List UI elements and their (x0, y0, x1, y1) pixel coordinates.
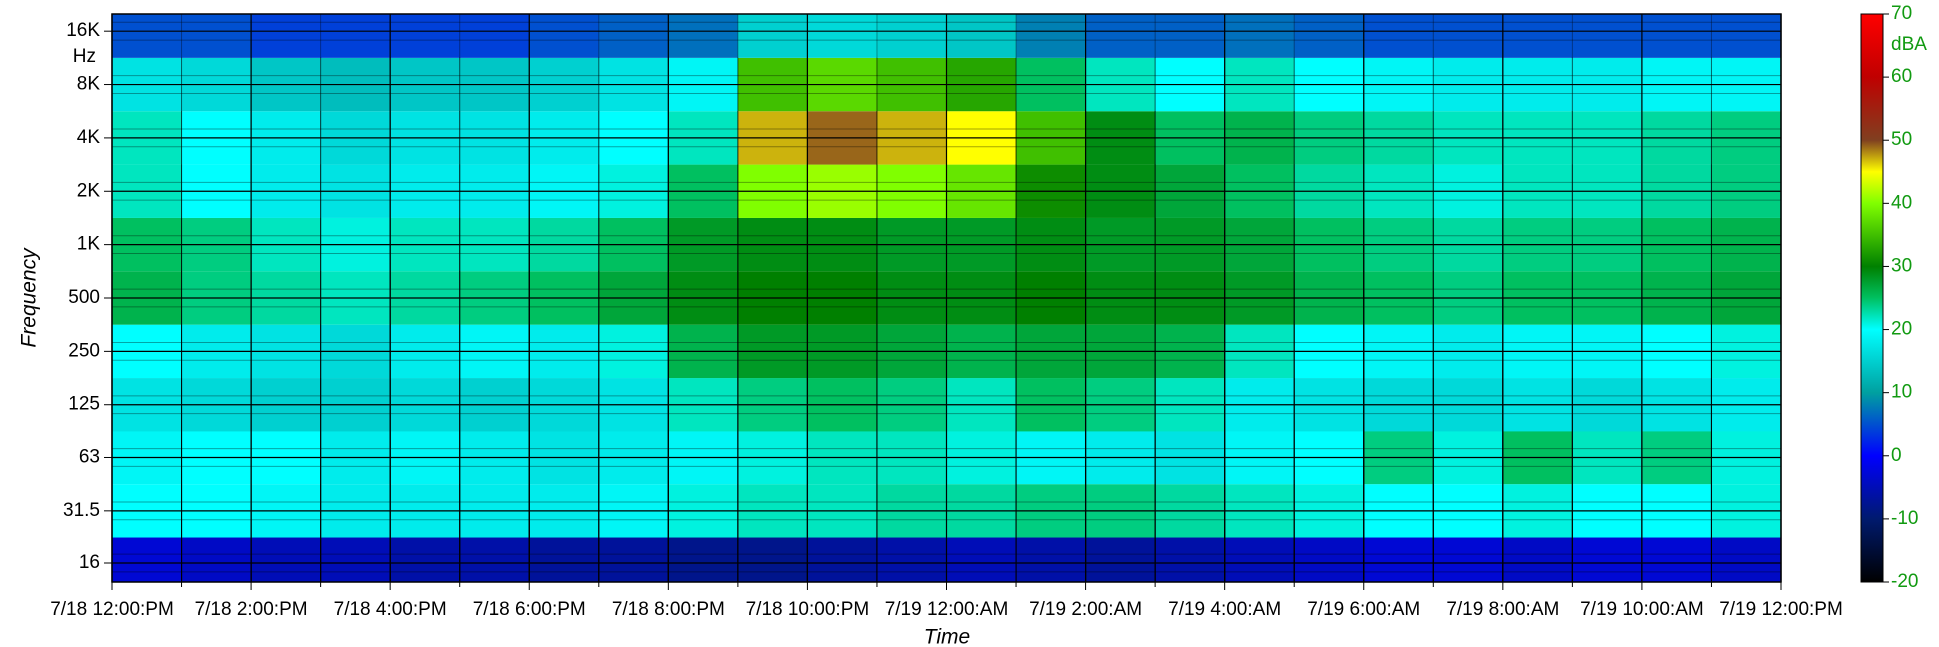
heat-cell (1224, 14, 1295, 58)
heat-cell (1433, 536, 1504, 582)
grid (104, 14, 1782, 590)
y-axis-title: Frequency (18, 247, 41, 348)
heat-cell (668, 536, 739, 582)
y-tick-label: 4K (77, 127, 101, 148)
heat-cell (1572, 536, 1643, 582)
colorbar-tick-label: 30 (1891, 255, 1912, 276)
x-tick-label: 7/18 10:00:PM (746, 599, 870, 620)
heat-cell (1294, 14, 1365, 58)
x-tick-label: 7/19 4:00:AM (1168, 599, 1281, 620)
heat-cell (1016, 536, 1087, 582)
colorbar-tick-label: 40 (1891, 192, 1912, 213)
heat-cell (320, 14, 391, 58)
heat-cell (1224, 536, 1295, 582)
colorbar-scale (1860, 13, 1884, 583)
heat-cell (529, 536, 600, 582)
heat-cell (1363, 536, 1434, 582)
heat-cell (1641, 536, 1712, 582)
colorbar-tick-label: 10 (1891, 382, 1912, 403)
heat-cell (737, 536, 808, 582)
colorbar-unit: dBA (1891, 34, 1927, 55)
plot-frame (111, 13, 1782, 583)
colorbar-tick-label: 20 (1891, 319, 1912, 340)
x-tick-label: 7/19 12:00:PM (1719, 599, 1843, 620)
colorbar-tick-label: 0 (1891, 445, 1902, 466)
y-tick-label: 31.5 (63, 500, 100, 521)
y-tick-label: 2K (77, 180, 101, 201)
x-tick-label: 7/19 2:00:AM (1029, 599, 1142, 620)
heat-cell (807, 536, 878, 582)
heat-cell (459, 14, 530, 58)
heat-cell (112, 14, 183, 58)
heat-cell (1363, 14, 1434, 58)
heat-cell (390, 536, 461, 582)
x-tick-label: 7/18 4:00:PM (334, 599, 447, 620)
heat-cell (946, 14, 1017, 58)
heat-cell (876, 536, 947, 582)
heat-cell (1711, 14, 1781, 58)
heat-cell (1572, 14, 1643, 58)
y-tick-label: 500 (68, 287, 100, 308)
heat-cell (1711, 536, 1781, 582)
x-tick-label: 7/19 10:00:AM (1580, 599, 1704, 620)
colorbar-tick-label: 50 (1891, 129, 1912, 150)
heat-cell (251, 14, 322, 58)
heat-cell (181, 14, 252, 58)
x-tick-label: 7/18 6:00:PM (473, 599, 586, 620)
heat-cell (946, 536, 1017, 582)
y-tick-label: 16 (79, 552, 100, 573)
colorbar-tick-label: -20 (1891, 571, 1918, 592)
x-axis-title: Time (924, 626, 970, 647)
y-tick-label: 16K (66, 20, 100, 41)
y-tick-label: 8K (77, 74, 101, 95)
x-tick-label: 7/19 6:00:AM (1307, 599, 1420, 620)
y-tick-label: 63 (79, 446, 100, 467)
colorbar-tick-label: 70 (1891, 3, 1912, 24)
x-tick-label: 7/18 2:00:PM (195, 599, 308, 620)
x-tick-label: 7/18 8:00:PM (612, 599, 725, 620)
heat-cell (1155, 536, 1226, 582)
heat-cell (876, 14, 947, 58)
heat-cell (529, 14, 600, 58)
heat-cell (598, 536, 669, 582)
heat-cell (1016, 14, 1087, 58)
colorbar-tick-label: -10 (1891, 508, 1918, 529)
heat-cell (251, 536, 322, 582)
heat-cell (1502, 14, 1573, 58)
y-tick-label: 250 (68, 340, 100, 361)
heat-cell (1085, 14, 1156, 58)
heat-cell (598, 14, 669, 58)
heat-cell (1155, 14, 1226, 58)
y-unit: Hz (73, 46, 96, 67)
colorbar-tick-label: 60 (1891, 66, 1912, 87)
heat-cell (1085, 536, 1156, 582)
heat-cell (737, 14, 808, 58)
heat-cell (320, 536, 391, 582)
y-tick-label: 125 (68, 394, 100, 415)
heat-cell (1433, 14, 1504, 58)
y-tick-label: 1K (77, 234, 101, 255)
heat-cell (668, 14, 739, 58)
colorbar: dBA -20 -10 0 10 20 30 40 50 60 70 (1860, 3, 1927, 592)
heat-cell (1294, 536, 1365, 582)
heat-cell (1502, 536, 1573, 582)
heat-cell (112, 536, 183, 582)
heat-cell (807, 14, 878, 58)
heat-cell (459, 536, 530, 582)
heat-cell (1641, 14, 1712, 58)
x-tick-label: 7/19 12:00:AM (885, 599, 1009, 620)
heat-cell (181, 536, 252, 582)
heat-cell (390, 14, 461, 58)
x-tick-label: 7/18 12:00:PM (50, 599, 174, 620)
x-tick-label: 7/19 8:00:AM (1446, 599, 1559, 620)
